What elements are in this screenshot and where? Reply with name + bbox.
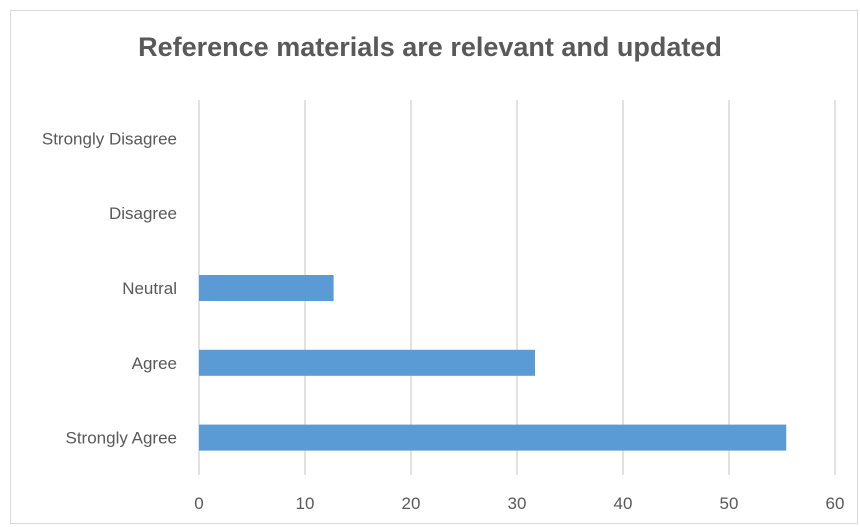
x-tick-label: 0 — [194, 494, 203, 513]
chart-title: Reference materials are relevant and upd… — [138, 32, 722, 62]
category-labels: Strongly Disagree Disagree Neutral Agree Str… — [42, 129, 177, 447]
gridlines — [198, 100, 836, 475]
category-label: Strongly Agree — [65, 429, 177, 448]
x-tick-label: 30 — [508, 494, 527, 513]
x-tick-labels: 0 10 20 30 40 50 60 — [194, 494, 844, 513]
x-tick-label: 50 — [720, 494, 739, 513]
bar-agree — [199, 349, 536, 376]
category-label: Agree — [132, 354, 177, 373]
x-tick-label: 10 — [296, 494, 315, 513]
bar-neutral — [199, 275, 334, 301]
bars — [199, 275, 787, 451]
x-tick-label: 60 — [826, 494, 845, 513]
bar-strongly-agree — [199, 424, 787, 451]
category-label: Strongly Disagree — [42, 129, 177, 148]
category-label: Neutral — [122, 279, 177, 298]
x-tick-label: 20 — [402, 494, 421, 513]
x-tick-label: 40 — [614, 494, 633, 513]
category-label: Disagree — [109, 204, 177, 223]
